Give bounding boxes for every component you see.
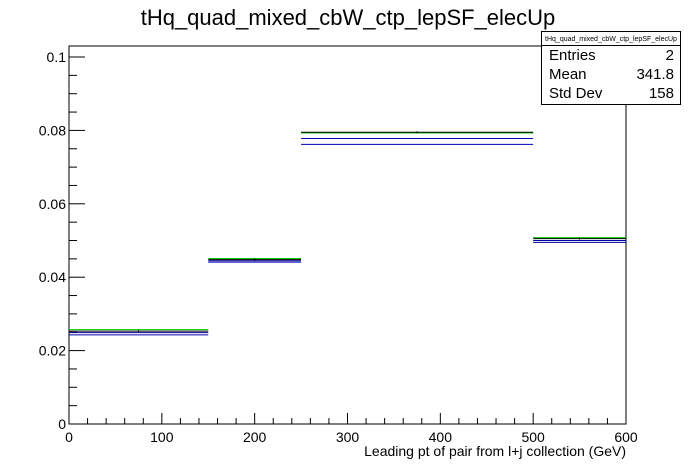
y-tick-label: 0.1	[47, 49, 67, 65]
y-tick-label: 0.06	[39, 196, 66, 212]
chart-title: tHq_quad_mixed_cbW_ctp_lepSF_elecUp	[141, 5, 556, 30]
y-tick-label: 0	[58, 416, 66, 432]
x-tick-label: 600	[614, 429, 638, 445]
x-tick-label: 300	[336, 429, 360, 445]
x-tick-label: 0	[65, 429, 73, 445]
axis-ticks: 0 100 200 300 400 500 600 0 0.02 0.04 0.06 0.08 0.1	[39, 49, 638, 445]
stats-box: tHq_quad_mixed_cbW_ctp_lepSF_elecUp Entr…	[541, 31, 681, 105]
stats-entries-value: 2	[665, 47, 674, 64]
stats-entries-row: Entries 2	[542, 46, 680, 65]
stats-entries-label: Entries	[549, 47, 596, 64]
stats-mean-row: Mean 341.8	[542, 65, 680, 84]
y-tick-label: 0.02	[39, 343, 66, 359]
x-tick-label: 400	[429, 429, 453, 445]
stats-stddev-value: 158	[648, 85, 674, 102]
y-tick-label: 0.04	[39, 269, 66, 285]
stats-stddev-row: Std Dev 158	[542, 84, 680, 103]
stats-title: tHq_quad_mixed_cbW_ctp_lepSF_elecUp	[542, 32, 680, 46]
histogram-bins	[69, 131, 626, 336]
stats-stddev-label: Std Dev	[549, 85, 603, 102]
x-tick-label: 500	[521, 429, 545, 445]
stats-mean-value: 341.8	[636, 66, 674, 83]
x-axis-label: Leading pt of pair from l+j collection (…	[364, 443, 626, 459]
stats-mean-label: Mean	[549, 66, 587, 83]
x-tick-label: 200	[243, 429, 267, 445]
x-tick-label: 100	[150, 429, 174, 445]
y-tick-label: 0.08	[39, 122, 66, 138]
